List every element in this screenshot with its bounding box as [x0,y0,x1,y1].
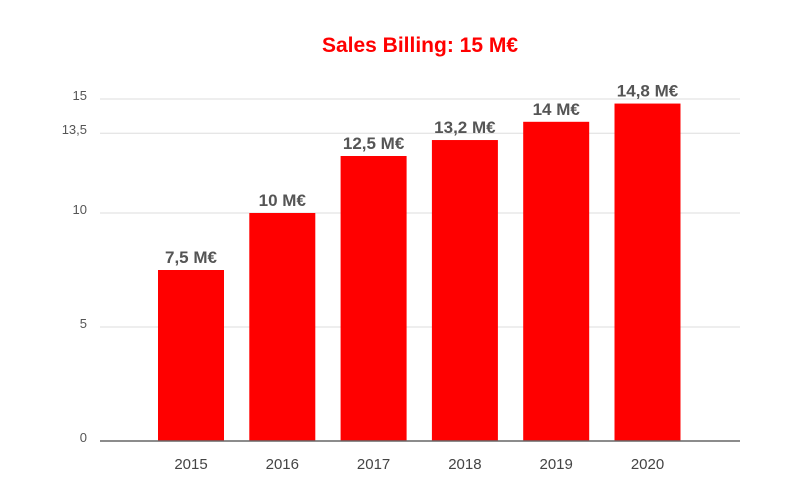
x-tick-label-2019: 2019 [540,456,573,473]
y-tick-label: 5 [80,316,87,331]
y-tick-label: 15 [73,88,87,103]
x-tick-label-2018: 2018 [448,456,481,473]
bar-2018 [431,140,498,442]
y-axis-ticks: 0 5 10 13,5 15 [62,88,87,445]
data-labels: 7,5 M€ 10 M€ 12,5 M€ 13,2 M€ 14 M€ 14,8 M€ [165,82,679,267]
data-label-2018: 13,2 M€ [434,118,496,137]
bar-2017 [340,156,407,441]
data-label-2016: 10 M€ [259,191,307,210]
bar-2016 [249,213,316,441]
x-tick-label-2015: 2015 [174,456,207,473]
data-label-2017: 12,5 M€ [343,134,405,153]
bar-2015 [158,270,224,441]
x-axis-ticks: 2015 2016 2017 2018 2019 2020 [174,456,664,473]
x-tick-label-2017: 2017 [357,456,390,473]
y-tick-label: 10 [73,202,87,217]
bars [158,103,681,442]
data-label-2015: 7,5 M€ [165,248,218,267]
y-tick-label: 0 [80,430,87,445]
bar-2019 [523,121,590,442]
bar-2020 [614,103,681,441]
data-label-2020: 14,8 M€ [617,82,679,101]
x-tick-label-2020: 2020 [631,456,664,473]
x-tick-label-2016: 2016 [266,456,299,473]
chart-title: Sales Billing: 15 M€ [322,34,518,57]
data-label-2019: 14 M€ [533,100,581,119]
y-tick-label: 13,5 [62,122,87,137]
